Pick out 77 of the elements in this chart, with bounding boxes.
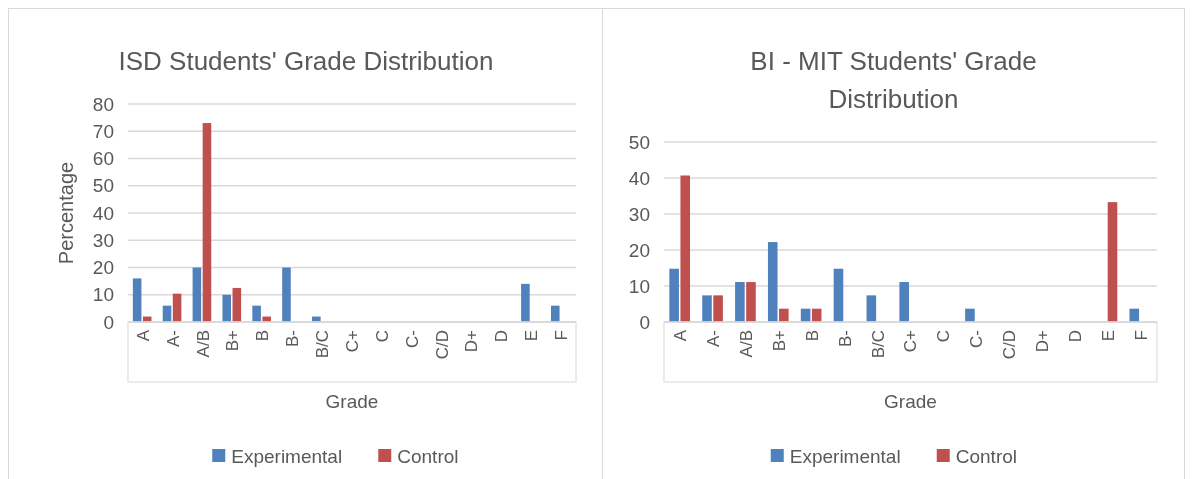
legend-label: Experimental — [789, 445, 901, 467]
legend-label: Control — [955, 445, 1017, 467]
bar — [746, 282, 756, 322]
x-tick-label: A — [671, 329, 691, 342]
chart-title: BI - MIT Students' Grade Distribution — [750, 46, 1037, 114]
y-tick-label: 40 — [92, 202, 114, 224]
bar — [713, 295, 723, 322]
x-tick-label: D+ — [1032, 329, 1052, 353]
bar — [232, 287, 242, 322]
bar — [1107, 202, 1118, 322]
bar — [767, 242, 778, 322]
y-tick-label: 20 — [92, 257, 114, 279]
y-tick-label: 10 — [628, 275, 650, 297]
y-tick-label: 50 — [92, 175, 114, 197]
bar — [866, 295, 877, 322]
legend-label: Control — [397, 445, 459, 467]
y-tick-label: 0 — [103, 311, 114, 333]
x-tick-label: B+ — [223, 329, 243, 352]
x-tick-label: B+ — [769, 329, 789, 352]
bar — [680, 175, 691, 322]
bar — [132, 278, 142, 322]
x-axis-title: Grade — [325, 391, 379, 412]
bar — [282, 267, 291, 322]
x-tick-label: A- — [704, 330, 724, 347]
bar — [735, 282, 745, 322]
y-tick-label: 70 — [92, 120, 114, 142]
bar — [702, 295, 712, 322]
x-tick-label: C- — [967, 330, 987, 348]
bar — [965, 308, 975, 322]
bar — [779, 308, 789, 322]
y-tick-label: 60 — [92, 148, 114, 170]
x-tick-label: D+ — [462, 329, 482, 353]
x-tick-label: E — [1098, 330, 1118, 342]
y-tick-label: 50 — [628, 131, 650, 153]
bar — [202, 123, 212, 322]
y-tick-label: 20 — [628, 239, 650, 261]
bar — [1129, 308, 1140, 322]
y-tick-label: 40 — [628, 167, 650, 189]
x-tick-label: B/C — [313, 330, 333, 359]
x-tick-label: A/B — [737, 330, 757, 358]
x-tick-label: D — [492, 330, 512, 343]
x-tick-label: A/B — [193, 330, 213, 358]
y-tick-label: 30 — [628, 203, 650, 225]
x-tick-label: C — [372, 330, 392, 343]
x-tick-label: B- — [835, 330, 855, 347]
bar — [899, 282, 909, 322]
chart-title: ISD Students' Grade Distribution — [118, 46, 494, 76]
x-axis-title: Grade — [884, 391, 937, 412]
x-tick-label: C — [934, 330, 954, 343]
y-tick-label: 30 — [92, 229, 114, 251]
bar — [833, 268, 844, 322]
x-tick-label: A — [133, 329, 153, 342]
x-tick-label: B — [253, 330, 273, 342]
x-tick-label: D — [1065, 330, 1085, 343]
bar — [192, 267, 202, 322]
bar — [252, 305, 261, 322]
x-tick-label: C- — [402, 330, 422, 348]
y-tick-label: 10 — [92, 284, 114, 306]
bar — [521, 283, 530, 322]
x-tick-label: A- — [163, 330, 183, 347]
bar — [222, 294, 232, 322]
x-tick-label: F — [552, 330, 572, 341]
x-tick-label: B — [802, 330, 822, 342]
x-tick-label: B- — [283, 330, 303, 347]
x-tick-label: E — [522, 330, 542, 342]
bar — [550, 305, 560, 322]
x-tick-label: C+ — [901, 329, 921, 353]
y-axis-title: Percentage — [55, 161, 77, 265]
bar — [669, 268, 679, 322]
y-tick-label: 80 — [92, 93, 114, 115]
x-tick-label: C+ — [342, 329, 362, 353]
legend-label: Experimental — [231, 445, 343, 467]
x-tick-label: C/D — [432, 330, 452, 360]
x-tick-label: C/D — [1000, 330, 1020, 360]
x-tick-label: B/C — [868, 330, 888, 359]
y-tick-label: 0 — [639, 311, 650, 333]
x-tick-label: F — [1131, 330, 1151, 341]
